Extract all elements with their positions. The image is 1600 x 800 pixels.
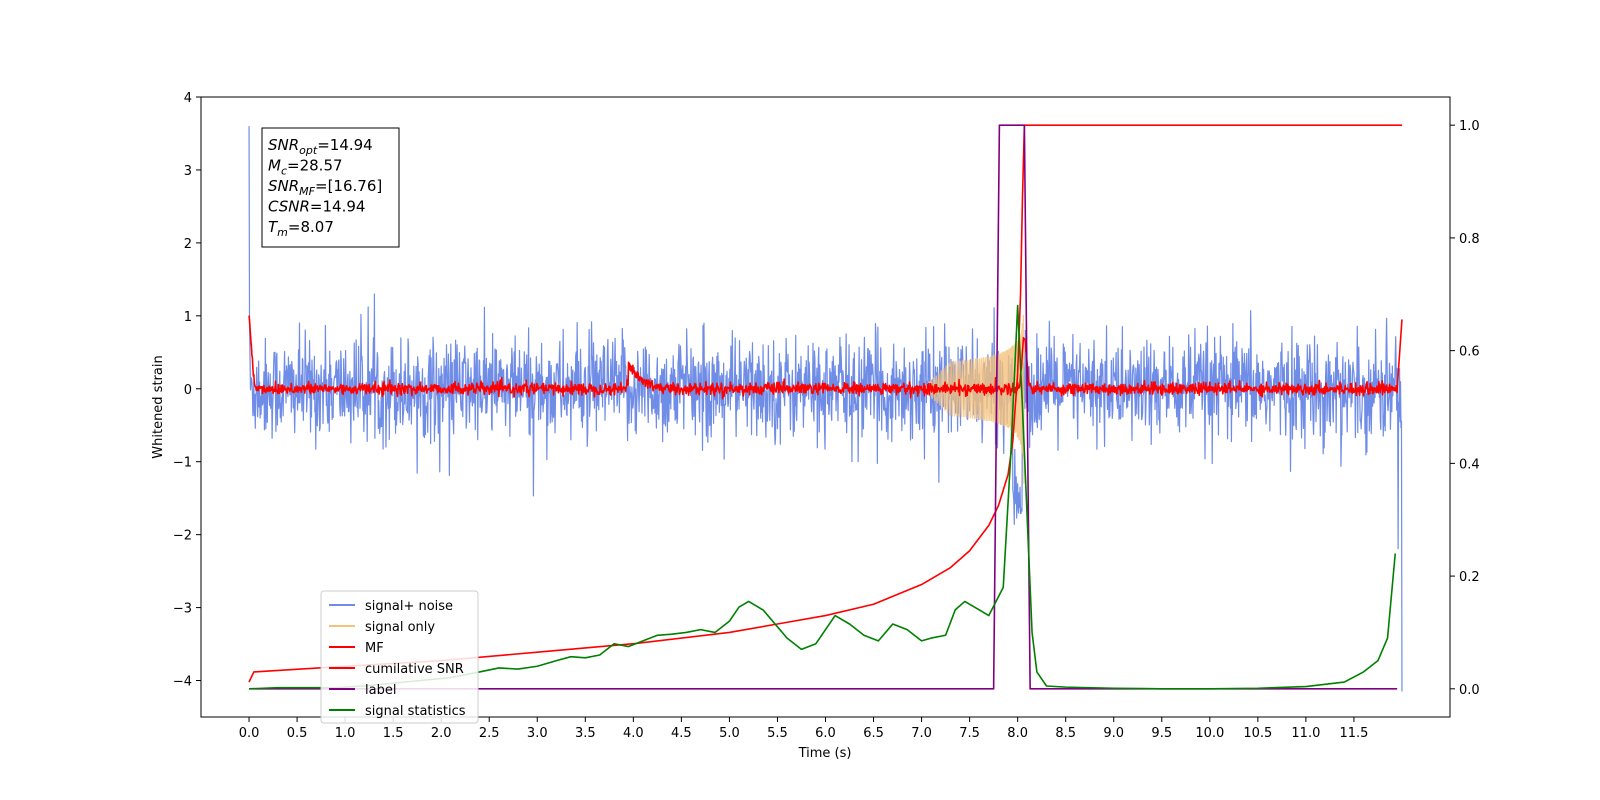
y2-tick-label: 0.6 <box>1459 345 1480 360</box>
x-tick-label: 1.0 <box>335 726 356 741</box>
annotation-frame <box>261 127 400 248</box>
x-tick-label: 4.0 <box>623 726 644 741</box>
annotation-symbol: M <box>268 157 281 175</box>
legend-entry: signal statistics <box>365 704 466 719</box>
annotation-value: =8.07 <box>288 218 334 236</box>
x-tick-label: 0.0 <box>239 726 260 741</box>
y2-tick-label: 0.8 <box>1459 232 1480 247</box>
x-tick-label: 6.0 <box>815 726 836 741</box>
series-label-line <box>249 124 1398 690</box>
annotation-value: =14.94 <box>310 198 366 216</box>
x-tick-label: 1.5 <box>383 726 404 741</box>
legend: signal+ noise signal only MF cumilative SNR… <box>320 590 479 724</box>
x-tick-label: 8.5 <box>1055 726 1076 741</box>
y-tick-label: 3 <box>184 164 192 179</box>
annotation-value: =28.57 <box>287 157 343 175</box>
annotation-symbol: SNR <box>268 136 299 154</box>
y-tick-label: 0 <box>184 383 192 398</box>
legend-entry: signal only <box>365 620 435 635</box>
x-tick-label: 10.0 <box>1195 726 1224 741</box>
series-cumilative-snr-line <box>248 124 1402 683</box>
series-mf-line <box>248 315 1403 400</box>
x-tick-label: 3.5 <box>575 726 596 741</box>
annotation-box: SNRopt=14.94Mc=28.57SNRMF=[16.76]CSNR=14… <box>261 127 400 248</box>
series-signal-only-line <box>921 314 1025 485</box>
legend-entry: MF <box>365 641 384 656</box>
y-tick-label: −4 <box>173 675 192 690</box>
x-axis-ticks: 0.0 0.5 1.0 1.5 2.0 2.5 3.0 3.5 4.0 4.5 5.0 5.5 6.0 6… <box>239 717 1368 741</box>
x-tick-label: 10.5 <box>1243 726 1272 741</box>
x-tick-label: 11.0 <box>1291 726 1320 741</box>
x-tick-label: 6.5 <box>863 726 884 741</box>
y2-tick-label: 0.0 <box>1459 683 1480 698</box>
y-tick-label: 2 <box>184 237 192 252</box>
annotation-subscript: MF <box>299 185 315 198</box>
x-tick-label: 2.5 <box>479 726 500 741</box>
series-signal-statistics-line <box>249 304 1397 690</box>
y-axis-right-ticks: 1.0 0.8 0.6 0.4 0.2 0.0 <box>1450 119 1480 698</box>
x-tick-label: 9.0 <box>1103 726 1124 741</box>
x-tick-label: 5.5 <box>767 726 788 741</box>
x-axis-label: Time (s) <box>798 746 852 761</box>
series-layer <box>248 124 1403 692</box>
annotation-line: SNRopt=14.94 <box>268 136 373 157</box>
annotation-subscript: opt <box>299 144 318 157</box>
y-tick-label: 4 <box>184 91 192 106</box>
y-tick-label: −2 <box>173 529 192 544</box>
x-tick-label: 7.5 <box>959 726 980 741</box>
series-signal-noise-line <box>248 126 1403 692</box>
y-tick-label: 1 <box>184 310 192 325</box>
x-tick-label: 11.5 <box>1339 726 1368 741</box>
legend-entry: signal+ noise <box>365 599 453 614</box>
annotation-value: =14.94 <box>317 136 373 154</box>
annotation-symbol: T <box>268 218 279 236</box>
legend-entry: cumilative SNR <box>365 662 464 677</box>
annotation-value: =[16.76] <box>315 177 382 195</box>
x-tick-label: 2.0 <box>431 726 452 741</box>
x-tick-label: 3.0 <box>527 726 548 741</box>
annotation-line: Tm=8.07 <box>268 218 334 239</box>
legend-entry: label <box>365 683 396 698</box>
y2-tick-label: 1.0 <box>1459 119 1480 134</box>
x-tick-label: 0.5 <box>287 726 308 741</box>
y-axis-label: Whitened strain <box>151 355 166 458</box>
y2-tick-label: 0.2 <box>1459 570 1480 585</box>
x-tick-label: 5.0 <box>719 726 740 741</box>
annotation-line: Mc=28.57 <box>268 157 343 178</box>
annotation-symbol: SNR <box>268 177 299 195</box>
y-tick-label: −3 <box>173 602 192 617</box>
annotation-symbol: CSNR <box>268 198 310 216</box>
y-tick-label: −1 <box>173 456 192 471</box>
y-axis-left-ticks: 4 3 2 1 0 −1 −2 −3 −4 <box>173 91 201 690</box>
annotation-subscript: m <box>277 226 288 239</box>
legend-frame <box>320 590 479 724</box>
annotation-line: SNRMF=[16.76] <box>268 177 382 198</box>
x-tick-label: 7.0 <box>911 726 932 741</box>
x-tick-label: 9.5 <box>1151 726 1172 741</box>
x-tick-label: 4.5 <box>671 726 692 741</box>
annotation-subscript: c <box>281 165 287 178</box>
annotation-line: CSNR=14.94 <box>268 198 365 216</box>
x-tick-label: 8.0 <box>1007 726 1028 741</box>
y2-tick-label: 0.4 <box>1459 457 1480 472</box>
